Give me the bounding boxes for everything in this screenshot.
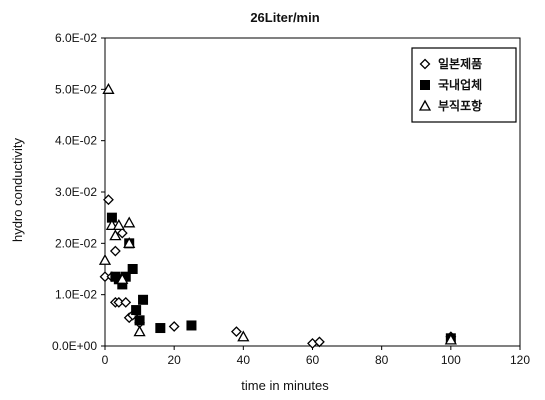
x-tick-label: 0 — [102, 353, 109, 367]
series-3 — [98, 82, 457, 345]
y-tick-label: 5.0E-02 — [55, 82, 97, 96]
chart-title: 26Liter/min — [250, 10, 319, 25]
data-point — [155, 323, 166, 334]
data-point — [98, 253, 112, 265]
data-point — [134, 315, 145, 326]
data-point — [116, 272, 129, 284]
legend-marker — [418, 99, 432, 111]
y-tick-label: 2.0E-02 — [55, 236, 97, 250]
x-axis-title: time in minutes — [241, 378, 329, 393]
data-point — [127, 264, 138, 274]
legend-marker — [419, 58, 431, 70]
legend-marker — [420, 80, 430, 90]
x-tick-label: 20 — [167, 353, 181, 367]
y-tick-label: 3.0E-02 — [55, 185, 97, 199]
data-point — [109, 229, 122, 241]
data-point — [131, 305, 142, 316]
x-tick-label: 80 — [375, 353, 389, 367]
legend-label: 국내업체 — [438, 77, 482, 92]
x-tick-label: 40 — [237, 353, 251, 367]
data-point — [109, 245, 121, 257]
series-1 — [99, 194, 457, 349]
data-point — [120, 296, 132, 308]
data-point — [168, 321, 180, 332]
y-tick-label: 4.0E-02 — [55, 134, 97, 148]
data-point — [133, 325, 146, 337]
y-axis-title: hydro conductivity — [10, 137, 25, 242]
data-point — [313, 336, 325, 348]
y-tick-label: 1.0E-02 — [55, 288, 97, 302]
data-point — [237, 330, 250, 342]
data-point — [444, 333, 457, 345]
data-point — [112, 219, 125, 231]
x-tick-label: 60 — [306, 353, 320, 367]
data-point — [230, 326, 242, 338]
data-point — [186, 320, 197, 331]
data-point — [123, 216, 136, 228]
x-tick-label: 120 — [510, 353, 530, 367]
y-tick-label: 0.0E+00 — [52, 339, 97, 353]
data-point — [102, 82, 115, 94]
data-point — [103, 194, 114, 206]
data-point — [116, 227, 128, 239]
legend-label: 부직포항 — [438, 98, 482, 113]
x-tick-label: 100 — [441, 353, 461, 367]
series-2 — [106, 212, 456, 344]
data-point — [123, 236, 136, 248]
legend-label: 일본제품 — [438, 57, 482, 71]
data-point — [138, 294, 149, 305]
y-tick-label: 6.0E-02 — [55, 31, 97, 45]
